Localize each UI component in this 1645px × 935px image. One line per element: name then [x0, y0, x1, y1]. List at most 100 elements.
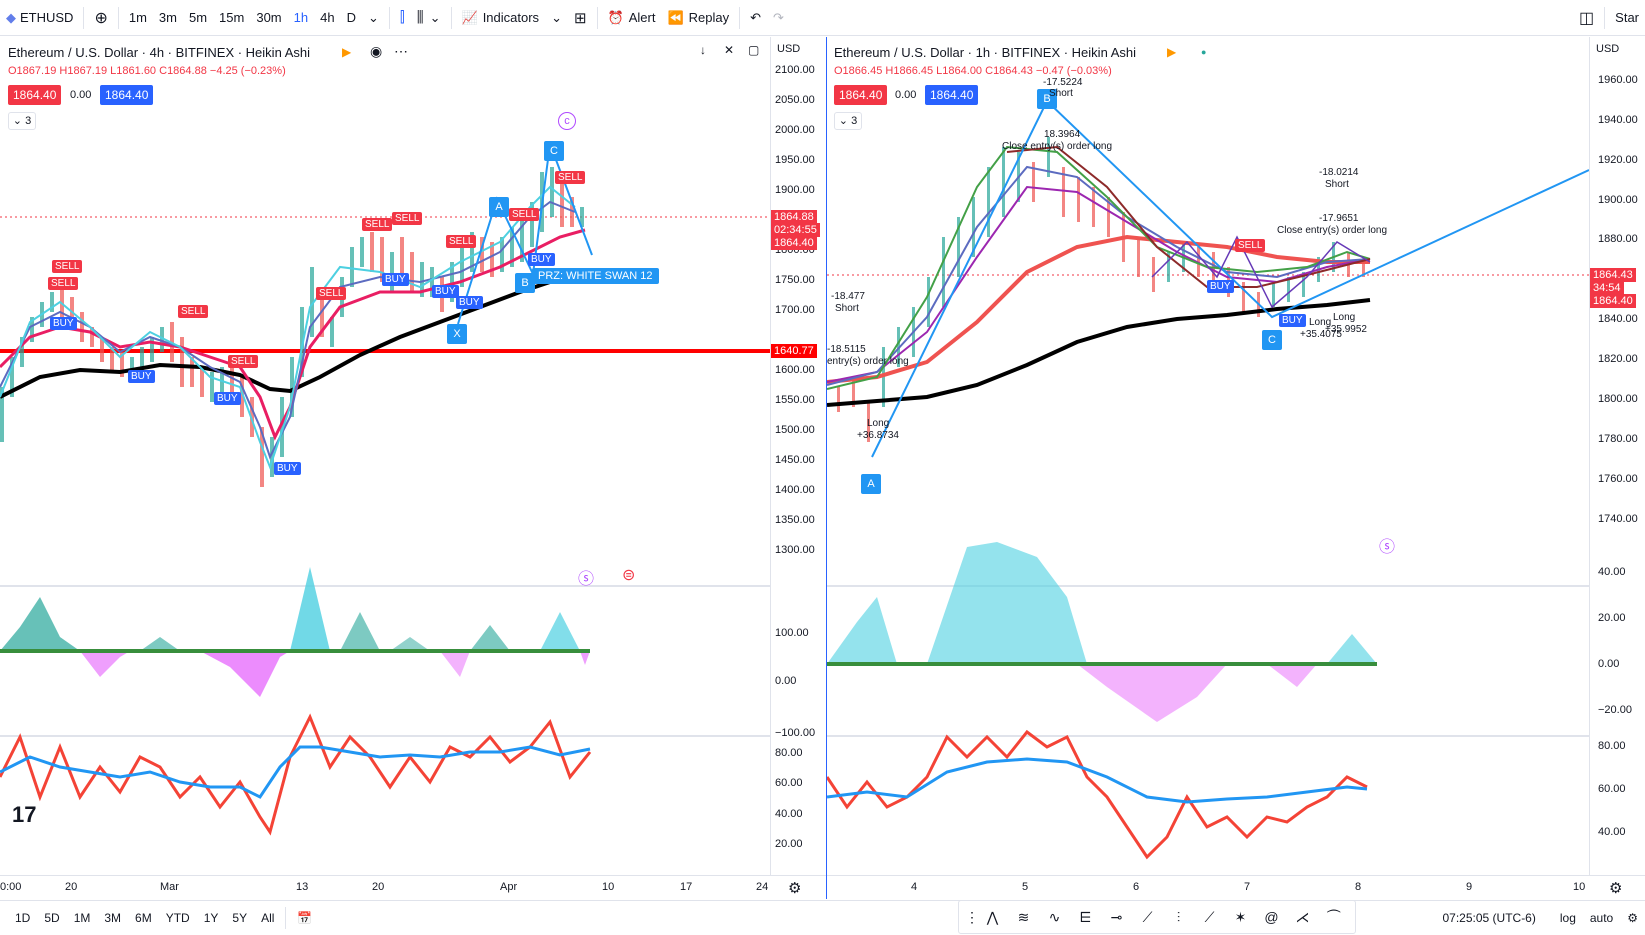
head-shoulders-icon[interactable]: ⏜ — [1326, 908, 1341, 925]
abcd-pattern-icon[interactable]: ∿ — [1048, 908, 1061, 925]
symbol-search[interactable]: ◆ ETHUSD — [0, 0, 79, 36]
bolt-icon[interactable]: ⓢ — [1379, 539, 1396, 556]
point-c-marker[interactable]: C — [544, 141, 564, 161]
point-a-marker[interactable]: A — [861, 474, 881, 494]
rsi-red-line — [0, 713, 592, 836]
us-flag-icon[interactable]: ⊜ — [622, 567, 636, 584]
timeframe-5m[interactable]: 5m — [188, 10, 208, 25]
star-button[interactable]: Star — [1615, 10, 1639, 25]
point-a-marker[interactable]: A — [489, 197, 509, 217]
gear-icon[interactable]: ⚙ — [1609, 880, 1623, 897]
indicator-collapse-button[interactable]: ⌄ 3 — [834, 112, 862, 130]
chart-type-bars-button[interactable]: ⫿ — [394, 0, 411, 36]
sell-signal: SELL — [52, 260, 83, 273]
drag-handle-icon[interactable]: ⋮ — [965, 908, 979, 925]
chart-divider[interactable] — [826, 37, 827, 899]
right-chart-canvas[interactable] — [827, 37, 1589, 875]
oscillator-histogram — [0, 567, 590, 697]
alert-button[interactable]: ⏰ Alert — [602, 0, 662, 36]
point-c-marker[interactable]: C — [1262, 330, 1282, 350]
bid-box[interactable]: 1864.40 — [8, 85, 62, 105]
right-time-axis[interactable]: 4 5 6 7 8 9 10 ⚙ — [827, 875, 1645, 899]
spiral-icon[interactable]: @ — [1264, 909, 1279, 925]
clock-time[interactable]: 07:25:05 (UTC-6) — [1442, 911, 1536, 925]
gear-icon[interactable]: ⚙ — [788, 880, 802, 897]
auto-toggle[interactable]: auto — [1589, 911, 1614, 925]
indicators-button[interactable]: 📈 Indicators ⌄ — [456, 0, 568, 36]
right-chart-title[interactable]: Ethereum / U.S. Dollar · 1h · BITFINEX ·… — [834, 45, 1136, 60]
network-icon[interactable]: ✶ — [1234, 908, 1247, 925]
harmonic-pattern[interactable] — [871, 99, 1589, 458]
countdown-tag: 34:54 — [1590, 281, 1624, 295]
right-price-axis[interactable]: USD 1960.00 1940.00 1920.00 1900.00 1880… — [1589, 37, 1645, 875]
range-ytd[interactable]: YTD — [165, 911, 190, 925]
bottom-settings-button[interactable]: ⚙ — [1620, 911, 1645, 925]
compare-button[interactable]: ⊕ — [88, 0, 113, 36]
pattern-inner[interactable] — [1151, 235, 1371, 309]
log-toggle[interactable]: log — [1559, 911, 1576, 925]
ema-blue — [827, 165, 1371, 386]
range-1y[interactable]: 1Y — [203, 911, 219, 925]
scroll-down-icon[interactable]: ↓ — [700, 43, 706, 57]
timeframe-30m[interactable]: 30m — [256, 10, 282, 25]
eye-icon[interactable]: ◉ — [370, 43, 383, 59]
left-time-axis[interactable]: 0:00 20 Mar 13 20 Apr 10 17 24 ⚙ — [0, 875, 826, 899]
ask-box[interactable]: 1864.40 — [100, 85, 154, 105]
buy-signal: BUY — [432, 285, 459, 298]
range-3m[interactable]: 3M — [104, 911, 122, 925]
line-icon[interactable]: ⊸ — [1110, 908, 1123, 925]
timeframe-dropdown[interactable]: ⌄ — [362, 0, 385, 36]
point-b-marker[interactable]: B — [515, 273, 535, 293]
chevron-down-icon: ⌄ — [551, 9, 562, 25]
indicator-collapse-button[interactable]: ⌄ 3 — [8, 112, 36, 130]
range-6m[interactable]: 6M — [135, 911, 152, 925]
timeframe-1h[interactable]: 1h — [293, 10, 309, 25]
currency-label[interactable]: USD — [1596, 43, 1620, 55]
left-chart-title[interactable]: Ethereum / U.S. Dollar · 4h · BITFINEX ·… — [8, 45, 310, 60]
timeframe-3m[interactable]: 3m — [158, 10, 177, 25]
bars-icon: ⫿ — [399, 9, 405, 26]
point-x-marker[interactable]: X — [447, 324, 467, 344]
cypher-pattern-icon[interactable]: ≋ — [1017, 908, 1030, 925]
buy-signal: BUY — [128, 370, 155, 383]
timeframe-15m[interactable]: 15m — [219, 10, 245, 25]
range-all[interactable]: All — [261, 911, 275, 925]
trend-line-icon[interactable]: ⟋ — [1204, 908, 1215, 925]
path-icon[interactable]: ⟋ — [1142, 908, 1153, 925]
left-chart-pane[interactable]: Ethereum / U.S. Dollar · 4h · BITFINEX ·… — [0, 37, 826, 899]
replay-button[interactable]: ⏪ Replay — [661, 0, 735, 36]
triangle-pattern-icon[interactable]: ⋿ — [1079, 908, 1092, 925]
timeframe-4h[interactable]: 4h — [320, 10, 335, 25]
timeframe-1m[interactable]: 1m — [128, 10, 147, 25]
date-range-button[interactable]: 📅 — [290, 911, 319, 925]
ohlc-change: −4.25 (−0.23%) — [209, 65, 286, 77]
chart-type-candles-button[interactable]: ⫼ ⌄ — [411, 0, 447, 36]
timeframe-d[interactable]: D — [346, 10, 356, 25]
sell-signal: SELL — [48, 277, 79, 290]
redo-button[interactable]: ↷ — [767, 0, 790, 36]
maximize-icon[interactable]: ▢ — [748, 43, 760, 57]
point-b-marker[interactable]: B — [1037, 89, 1057, 109]
left-chart-canvas[interactable] — [0, 37, 770, 875]
range-1m[interactable]: 1M — [73, 911, 91, 925]
bolt-icon[interactable]: ⓢ — [578, 571, 595, 588]
bid-box[interactable]: 1864.40 — [834, 85, 888, 105]
pattern-label[interactable]: PRZ: WHITE SWAN 12 — [532, 268, 659, 284]
left-price-axis[interactable]: USD 2100.00 2050.00 2000.00 1950.00 1900… — [770, 37, 826, 875]
range-1d[interactable]: 1D — [15, 911, 31, 925]
wave-icon[interactable]: ⋌ — [1295, 908, 1310, 925]
ask-box[interactable]: 1864.40 — [925, 85, 979, 105]
close-pane-icon[interactable]: ✕ — [724, 43, 735, 57]
spread-value: 0.00 — [70, 89, 92, 101]
divider — [388, 6, 390, 29]
more-icon[interactable]: ⋯ — [394, 43, 408, 59]
range-5y[interactable]: 5Y — [232, 911, 248, 925]
right-chart-pane[interactable]: Ethereum / U.S. Dollar · 1h · BITFINEX ·… — [827, 37, 1645, 899]
undo-button[interactable]: ↶ — [744, 0, 767, 36]
panel-toggle-button[interactable]: ◫ — [1573, 0, 1600, 36]
fib-icon[interactable]: ⫶ — [1176, 908, 1181, 925]
xabcd-pattern-icon[interactable]: ⋀ — [986, 908, 999, 925]
currency-label[interactable]: USD — [777, 43, 801, 55]
range-5d[interactable]: 5D — [44, 911, 60, 925]
layout-button[interactable]: ⊞ — [568, 0, 593, 36]
